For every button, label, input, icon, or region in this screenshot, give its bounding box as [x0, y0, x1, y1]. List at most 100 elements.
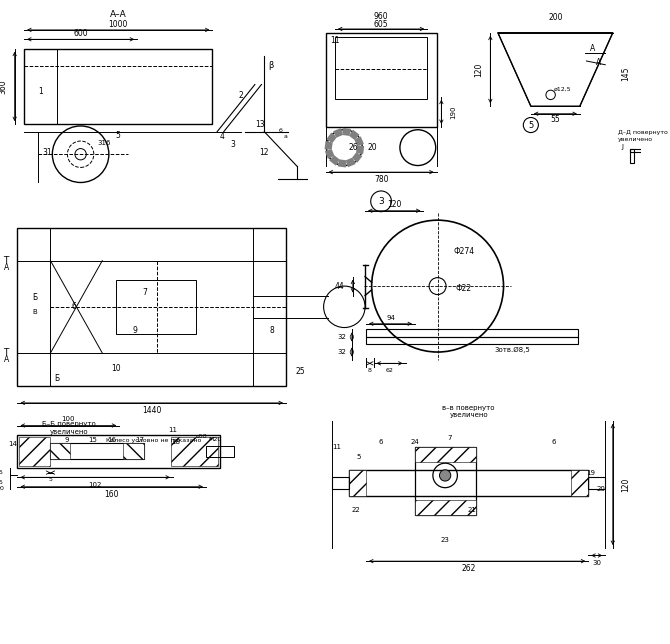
Text: 1440: 1440 — [142, 406, 161, 415]
Text: увеличено: увеличено — [50, 429, 88, 435]
Text: Колесо условно не показано: Колесо условно не показано — [107, 438, 202, 443]
Text: 16: 16 — [107, 437, 116, 442]
Bar — [332, 477, 349, 489]
Bar — [366, 330, 578, 337]
Text: 6: 6 — [551, 439, 555, 444]
Text: A: A — [3, 263, 9, 272]
Text: 5: 5 — [356, 453, 360, 460]
Bar — [349, 469, 588, 496]
Text: 3: 3 — [230, 140, 236, 149]
Text: 11: 11 — [330, 36, 340, 44]
Text: 5: 5 — [0, 480, 3, 484]
Text: 24: 24 — [411, 439, 419, 444]
Text: 12: 12 — [259, 148, 269, 157]
Text: 44: 44 — [335, 281, 344, 290]
Bar — [415, 500, 476, 515]
Text: 94: 94 — [386, 315, 395, 321]
Bar — [19, 437, 50, 466]
Text: T: T — [3, 256, 9, 265]
Bar — [366, 337, 578, 345]
Text: β: β — [268, 61, 273, 70]
Bar — [50, 444, 70, 459]
Text: а: а — [284, 134, 288, 139]
Text: б: б — [278, 128, 282, 133]
Text: 120: 120 — [474, 62, 484, 77]
Text: увеличено: увеличено — [450, 412, 488, 418]
Text: 14: 14 — [8, 441, 17, 448]
Text: 19: 19 — [587, 469, 596, 476]
Bar — [326, 33, 437, 127]
Text: 6: 6 — [72, 302, 76, 311]
Text: 7: 7 — [142, 289, 147, 297]
Text: в–в повернуто: в–в повернуто — [442, 404, 495, 411]
Text: 17: 17 — [135, 437, 145, 442]
Text: A: A — [3, 355, 9, 364]
Circle shape — [440, 469, 451, 481]
Text: Б: Б — [32, 293, 37, 302]
Text: 20: 20 — [0, 486, 5, 491]
Text: 21: 21 — [467, 507, 476, 513]
Text: 316: 316 — [97, 140, 111, 146]
Text: В: В — [32, 308, 37, 314]
Text: А: А — [590, 44, 595, 53]
Text: 102: 102 — [88, 482, 101, 488]
Text: увеличено: увеличено — [618, 137, 653, 142]
Text: А–А: А–А — [110, 10, 127, 19]
Bar — [415, 447, 476, 515]
Polygon shape — [498, 33, 613, 106]
Bar — [415, 447, 476, 462]
Text: 7: 7 — [448, 435, 452, 440]
Text: 8: 8 — [269, 326, 274, 335]
Text: T: T — [3, 348, 9, 357]
Text: 5: 5 — [0, 470, 3, 475]
Text: 600: 600 — [73, 29, 88, 38]
Text: 23: 23 — [441, 537, 450, 544]
Text: 11: 11 — [168, 427, 178, 433]
Text: 780: 780 — [374, 175, 389, 184]
Bar — [630, 149, 649, 153]
Bar — [630, 149, 634, 163]
Text: 30: 30 — [592, 560, 601, 566]
Text: 9: 9 — [64, 437, 69, 442]
Text: 145: 145 — [622, 67, 630, 81]
Bar — [349, 469, 366, 496]
Bar — [588, 477, 605, 489]
Text: 120: 120 — [622, 477, 630, 491]
Text: А: А — [596, 59, 601, 68]
Bar — [50, 444, 144, 459]
Text: 13: 13 — [255, 120, 265, 129]
Text: Б: Б — [54, 374, 60, 383]
Text: ø58: ø58 — [196, 434, 207, 439]
Text: 15: 15 — [88, 437, 97, 442]
Text: 605: 605 — [374, 20, 389, 29]
Text: 11: 11 — [332, 444, 341, 450]
Bar — [24, 49, 212, 124]
Bar — [117, 279, 196, 334]
Text: Ф274: Ф274 — [454, 247, 474, 256]
Text: 960: 960 — [374, 12, 389, 21]
Bar — [17, 435, 220, 468]
Text: 18: 18 — [172, 439, 180, 446]
Bar — [17, 228, 286, 386]
Text: 8: 8 — [368, 368, 372, 374]
Text: 20: 20 — [368, 143, 377, 152]
Text: 1: 1 — [39, 87, 44, 95]
Bar — [572, 469, 588, 496]
Text: 25: 25 — [295, 367, 305, 376]
Text: Д–Д повернуто: Д–Д повернуто — [618, 130, 667, 135]
Text: 100: 100 — [62, 416, 75, 422]
Text: 360: 360 — [0, 79, 8, 94]
Text: 3отв.Ø8,5: 3отв.Ø8,5 — [494, 347, 530, 353]
Text: 2: 2 — [239, 91, 243, 100]
Text: 160: 160 — [105, 490, 119, 498]
Text: Б–Б повернуто: Б–Б повернуто — [42, 421, 96, 426]
Text: 4: 4 — [220, 132, 224, 141]
Text: 6: 6 — [379, 439, 383, 444]
Text: 55: 55 — [551, 115, 560, 124]
Bar — [335, 37, 427, 99]
Text: 262: 262 — [462, 564, 476, 573]
Text: 62: 62 — [386, 368, 393, 374]
Bar — [206, 446, 234, 457]
Text: 26: 26 — [349, 143, 358, 152]
Text: ø12,5: ø12,5 — [554, 87, 572, 91]
